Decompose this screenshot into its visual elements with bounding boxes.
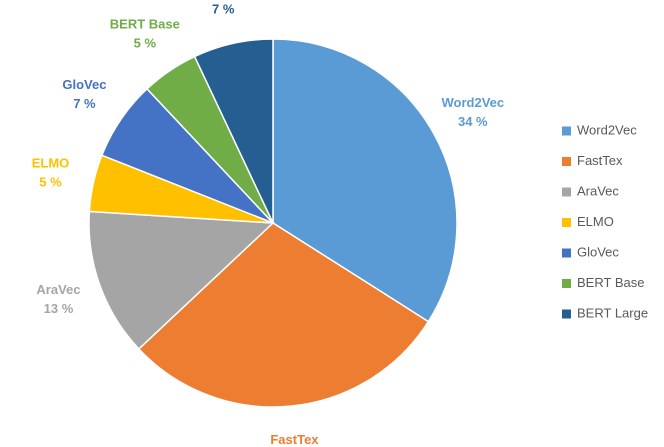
legend-marker [562,157,571,166]
legend-marker [562,218,571,227]
slice-label-name: BERT Base [110,17,180,32]
slice-label-value: 7 % [212,2,235,17]
pie-slice [272,38,458,323]
slice-label-value: 13 % [44,302,74,317]
slice-label-name: FastTex [270,432,319,447]
legend-marker [562,126,571,136]
legend-label: FastTex [577,153,623,168]
slice-label: BERT Base 5 % [110,17,180,51]
legend-label: GloVec [577,244,619,259]
slice-label-value: 5 % [134,36,157,51]
slice-label: GloVec 7 % [62,77,106,111]
legend-marker [562,279,571,288]
slice-label: Word2Vec 34 % [441,96,504,130]
slice-label-value: 5 % [39,175,62,190]
legend-label: ELMO [577,214,614,229]
slice-label-name: ELMO [32,156,70,171]
legend-label: BERT Large [577,305,648,320]
pie-slice [193,38,274,224]
legend-label: AraVec [577,183,619,198]
pie-slice [88,210,275,351]
slice-label-name: AraVec [36,283,80,298]
pie-slice [137,222,430,408]
slice-label: FastTex29 % [270,432,319,447]
legend-label: BERT Base [577,275,644,290]
slice-label: ELMO 5 % [32,156,70,190]
legend-marker [562,187,571,197]
slice-label: AraVec 13 % [36,283,80,317]
slice-label-value: 7 % [73,96,96,111]
legend-label: Word2Vec [577,122,637,137]
legend-marker [562,309,571,319]
slice-label-name: GloVec [62,77,106,92]
slice-label: BERT Large7 % [186,0,260,17]
legend-marker [562,248,571,258]
slice-label-name: Word2Vec [441,96,504,111]
slice-label-value: 34 % [458,115,488,130]
